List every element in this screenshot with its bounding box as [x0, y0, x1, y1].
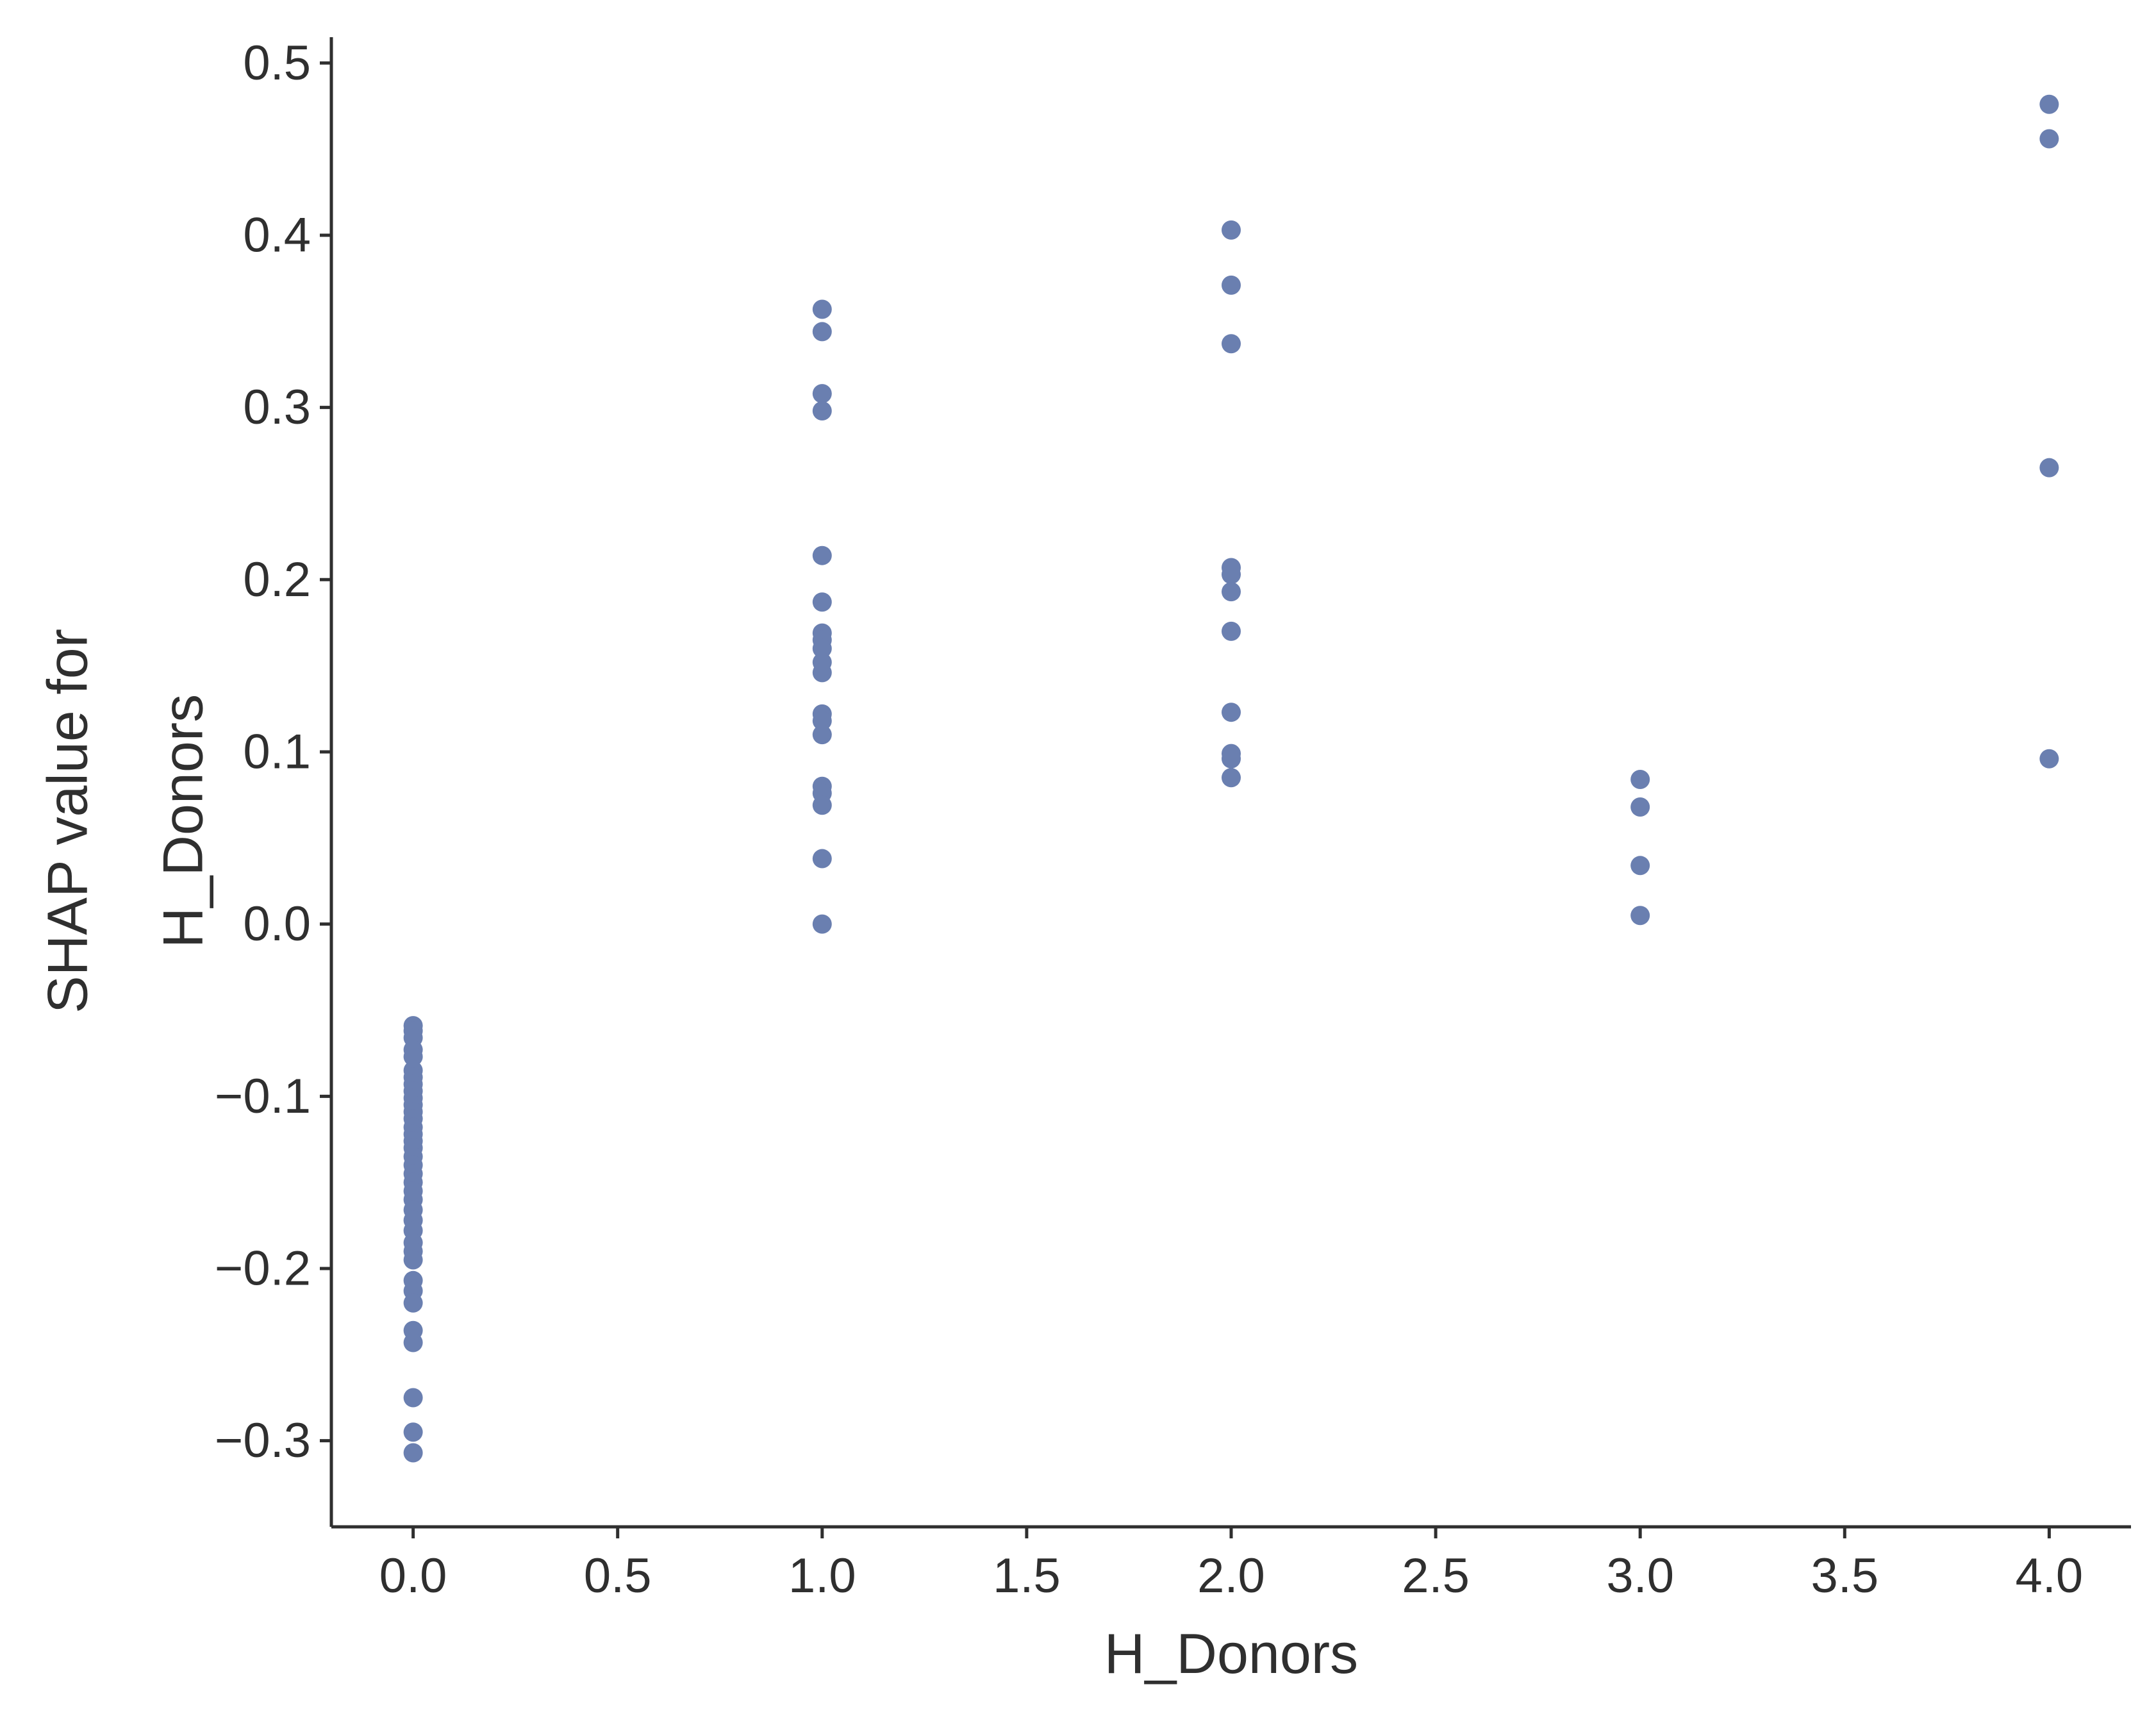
- x-tick-label: 0.0: [379, 1549, 447, 1603]
- y-tick-label: 0.0: [243, 897, 311, 951]
- data-point: [403, 1047, 423, 1067]
- data-point: [812, 545, 832, 565]
- data-point: [812, 299, 832, 319]
- data-point: [2039, 458, 2059, 478]
- data-point: [812, 592, 832, 612]
- x-tick-label: 3.5: [1811, 1549, 1878, 1603]
- data-point: [2039, 129, 2059, 149]
- x-axis-label: H_Donors: [1104, 1622, 1358, 1685]
- x-tick-label: 2.0: [1197, 1549, 1265, 1603]
- x-tick-label: 2.5: [1402, 1549, 1470, 1603]
- data-point: [812, 663, 832, 683]
- data-point: [1222, 334, 1241, 354]
- data-point: [403, 1293, 423, 1313]
- x-tick-label: 1.5: [993, 1549, 1061, 1603]
- data-point: [403, 1388, 423, 1408]
- data-point: [2039, 94, 2059, 114]
- x-tick-label: 1.0: [788, 1549, 856, 1603]
- data-point: [1222, 768, 1241, 788]
- data-point: [1222, 582, 1241, 602]
- y-axis-label-line-2: H_Donors: [151, 694, 215, 948]
- y-tick-label: 0.1: [243, 724, 311, 779]
- x-tick-label: 4.0: [2016, 1549, 2084, 1603]
- data-point: [1222, 621, 1241, 641]
- y-tick-label: −0.2: [215, 1241, 311, 1295]
- data-point: [812, 795, 832, 815]
- data-point: [1630, 797, 1650, 817]
- scatter-points: [403, 94, 2059, 1463]
- data-point: [812, 849, 832, 869]
- data-point: [812, 401, 832, 421]
- data-point: [403, 1333, 423, 1352]
- y-tick-label: −0.3: [215, 1413, 311, 1468]
- data-point: [403, 1422, 423, 1442]
- x-axis-ticks: 0.0 0.5 1.0 1.5 2.0 2.5 3.0 3.5 4.0: [379, 1527, 2083, 1603]
- y-tick-label: 0.5: [243, 36, 311, 90]
- data-point: [1630, 856, 1650, 876]
- y-tick-label: 0.3: [243, 380, 311, 435]
- y-tick-label: −0.1: [215, 1069, 311, 1124]
- data-point: [1222, 275, 1241, 295]
- data-point: [812, 638, 832, 658]
- y-axis-label: SHAP value for H_Donors: [36, 629, 215, 1013]
- data-point: [1630, 906, 1650, 926]
- x-tick-label: 0.5: [584, 1549, 652, 1603]
- data-point: [812, 384, 832, 404]
- y-tick-label: 0.4: [243, 208, 311, 262]
- data-point: [812, 322, 832, 342]
- x-tick-label: 3.0: [1606, 1549, 1674, 1603]
- data-point: [403, 1250, 423, 1270]
- data-point: [812, 914, 832, 934]
- y-tick-label: 0.2: [243, 553, 311, 607]
- data-point: [1222, 220, 1241, 240]
- data-point: [1222, 565, 1241, 585]
- y-axis-ticks: −0.3 −0.2 −0.1 0.0 0.1 0.2 0.3 0.4 0.5: [215, 36, 331, 1468]
- data-point: [1222, 749, 1241, 769]
- data-point: [1222, 703, 1241, 722]
- data-point: [812, 725, 832, 745]
- data-point: [812, 711, 832, 731]
- y-axis-label-line-1: SHAP value for: [36, 629, 99, 1013]
- data-point: [2039, 749, 2059, 769]
- data-point: [403, 1443, 423, 1463]
- data-point: [1630, 769, 1650, 789]
